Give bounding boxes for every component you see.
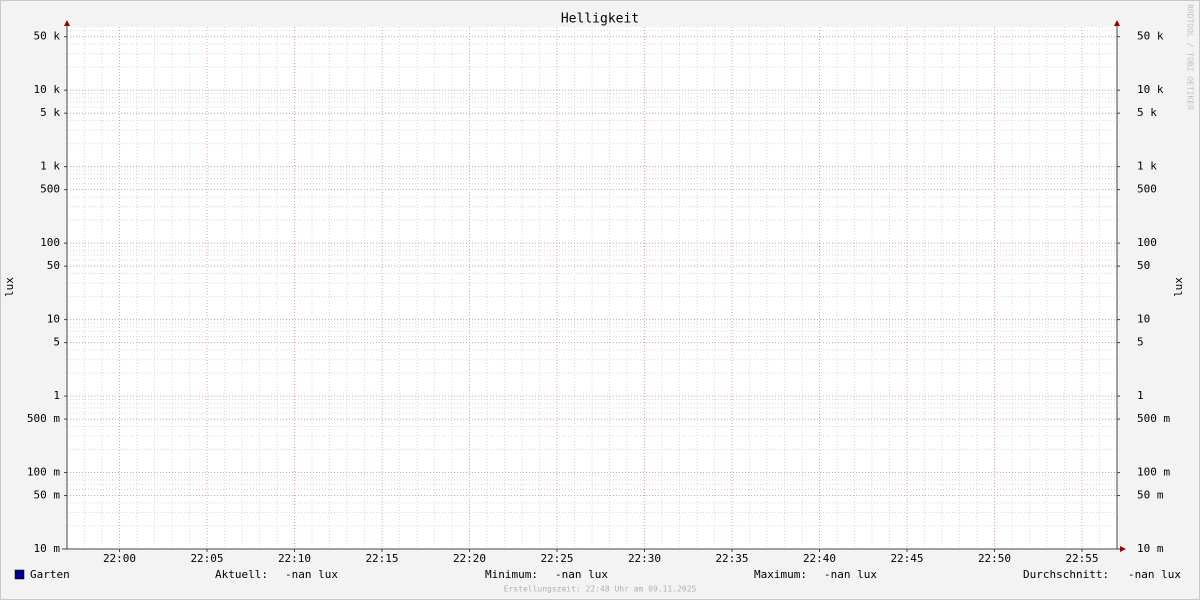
- x-tick-label: 22:40: [803, 552, 836, 565]
- legend-stat-label: Aktuell:: [215, 568, 268, 581]
- y2-tick-label: 1: [1137, 389, 1144, 402]
- y-tick-label: 5 k: [40, 106, 60, 119]
- legend-stat-value: -nan lux: [555, 568, 608, 581]
- legend-stat-value: -nan lux: [285, 568, 338, 581]
- x-tick-label: 22:10: [278, 552, 311, 565]
- grid: [66, 27, 1118, 550]
- y2-tick-label: 10: [1137, 313, 1150, 326]
- legend-stat-label: Minimum:: [485, 568, 538, 581]
- y-axis-label: lux: [3, 277, 16, 297]
- x-tick-label: 22:25: [540, 552, 573, 565]
- y-tick-label: 50 k: [34, 30, 61, 43]
- y2-tick-label: 500: [1137, 183, 1157, 196]
- y2-tick-label: 50: [1137, 259, 1150, 272]
- y2-tick-label: 500 m: [1137, 412, 1170, 425]
- y2-tick-label: 5: [1137, 336, 1144, 349]
- axis-arrow: [64, 20, 70, 26]
- y-tick-label: 500 m: [27, 412, 60, 425]
- x-tick-label: 22:45: [890, 552, 923, 565]
- y2-tick-label: 1 k: [1137, 160, 1157, 173]
- legend-stat-value: -nan lux: [1128, 568, 1181, 581]
- x-tick-label: 22:00: [103, 552, 136, 565]
- legend-stat-value: -nan lux: [824, 568, 877, 581]
- y2-axis-label: lux: [1172, 277, 1185, 297]
- y-tick-label: 10: [47, 313, 60, 326]
- x-tick-label: 22:50: [978, 552, 1011, 565]
- y-tick-label: 10 k: [34, 83, 61, 96]
- legend-label: Garten: [30, 568, 70, 581]
- x-tick-label: 22:20: [453, 552, 486, 565]
- footer: Erstellungszeit: 22:48 Uhr am 09.11.2025: [504, 585, 697, 594]
- y-tick-label: 50: [47, 259, 60, 272]
- y-tick-label: 500: [40, 183, 60, 196]
- chart-title: Helligkeit: [561, 12, 639, 27]
- y2-tick-label: 50 k: [1137, 30, 1164, 43]
- x-tick-label: 22:15: [365, 552, 398, 565]
- y-tick-label: 100: [40, 236, 60, 249]
- y-tick-label: 1 k: [40, 160, 60, 173]
- axis-arrow: [1120, 546, 1126, 552]
- legend-swatch: [14, 569, 25, 580]
- y-tick-label: 100 m: [27, 466, 60, 479]
- x-tick-label: 22:35: [715, 552, 748, 565]
- y2-tick-label: 50 m: [1137, 489, 1164, 502]
- y2-tick-label: 10 m: [1137, 542, 1164, 555]
- y-tick-label: 10 m: [34, 542, 61, 555]
- x-tick-label: 22:55: [1065, 552, 1098, 565]
- y2-tick-label: 100: [1137, 236, 1157, 249]
- y2-tick-label: 10 k: [1137, 83, 1164, 96]
- legend-stat-label: Maximum:: [754, 568, 807, 581]
- y2-tick-label: 5 k: [1137, 106, 1157, 119]
- y-tick-label: 50 m: [34, 489, 61, 502]
- axis-arrow: [1114, 20, 1120, 26]
- x-tick-label: 22:05: [190, 552, 223, 565]
- y-tick-label: 1: [53, 389, 60, 402]
- watermark: RRDTOOL / TOBI OETIKER: [1186, 4, 1195, 110]
- x-tick-label: 22:30: [628, 552, 661, 565]
- y-tick-label: 5: [53, 336, 60, 349]
- y2-tick-label: 100 m: [1137, 466, 1170, 479]
- legend-stat-label: Durchschnitt:: [1023, 568, 1109, 581]
